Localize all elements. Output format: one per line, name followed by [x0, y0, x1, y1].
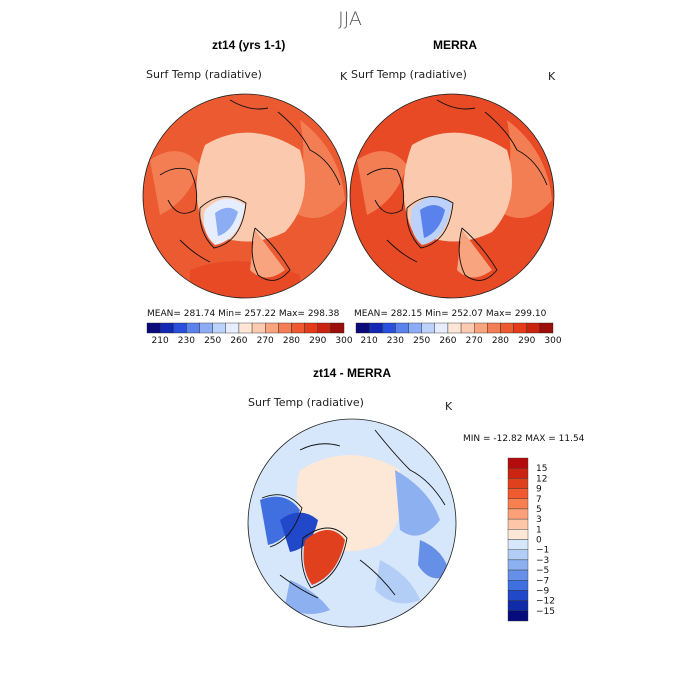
colorbar-tick-label: −15 — [536, 607, 555, 617]
colorbar-tick-label: 260 — [230, 336, 247, 346]
colorbar-swatch — [291, 322, 305, 334]
colorbar-tick-label: −5 — [536, 566, 549, 576]
colorbar-swatch — [421, 322, 435, 334]
colorbar-swatch — [526, 322, 541, 334]
colorbar-swatch — [278, 322, 292, 334]
colorbar-swatch — [317, 322, 332, 334]
colorbar-swatch — [186, 322, 200, 334]
colorbar-tick-label: 1 — [536, 525, 542, 535]
colorbar-tick-label: 250 — [413, 336, 430, 346]
colorbar-swatch — [251, 322, 266, 334]
colorbar-swatch — [507, 569, 529, 581]
colorbar-swatch — [507, 559, 529, 571]
colorbar-swatch — [507, 478, 529, 489]
colorbar-tick-label: 280 — [283, 336, 300, 346]
colorbar-tick-label: −9 — [536, 586, 550, 596]
panel-variable-difference: Surf Temp (radiative) — [248, 396, 364, 409]
colorbar-swatch — [330, 322, 345, 334]
colorbar-swatch — [507, 508, 529, 520]
colorbar-tick-label: −12 — [536, 597, 555, 607]
colorbar-swatch — [368, 322, 383, 334]
panel-units-model: K — [340, 70, 348, 83]
panel-title-model: zt14 (yrs 1-1) — [212, 38, 286, 52]
season-title: JJA — [338, 8, 362, 30]
colorbar-swatch — [460, 322, 475, 334]
stats-difference: MIN = -12.82 MAX = 11.54 — [463, 434, 585, 444]
colorbar-tick-label: −1 — [536, 546, 549, 556]
colorbar-tick-label: 300 — [335, 336, 352, 346]
polar-map-difference — [248, 419, 456, 627]
panel-title-merra: MERRA — [433, 38, 477, 52]
colorbar-model: 210 230 250 260 270 280 290 300 — [146, 322, 353, 346]
colorbar-swatch — [199, 322, 213, 334]
colorbar-tick-label: 270 — [466, 336, 483, 346]
colorbar-swatch — [507, 529, 529, 540]
colorbar-swatch — [173, 322, 187, 334]
colorbar-swatch — [507, 488, 529, 499]
colorbar-swatch — [507, 549, 529, 561]
colorbar-tick-label: 250 — [204, 336, 221, 346]
colorbar-swatch — [507, 590, 529, 601]
colorbar-tick-label: −3 — [536, 556, 549, 566]
colorbar-tick-label: 210 — [361, 336, 378, 346]
colorbar-tick-label: 3 — [536, 515, 542, 525]
panel-variable-model: Surf Temp (radiative) — [146, 68, 262, 81]
colorbar-tick-label: 280 — [492, 336, 509, 346]
colorbar-swatch — [408, 322, 422, 334]
colorbar-merra: 210 230 250 260 270 280 290 300 — [355, 322, 562, 346]
colorbar-swatch — [539, 322, 554, 334]
polar-map-model — [143, 94, 347, 298]
colorbar-swatch — [355, 322, 370, 334]
colorbar-swatch — [507, 457, 529, 469]
panel-title-difference: zt14 - MERRA — [313, 366, 392, 380]
colorbar-tick-label: 5 — [536, 505, 542, 515]
colorbar-tick-label: 230 — [387, 336, 404, 346]
colorbar-swatch — [507, 467, 529, 479]
colorbar-swatch — [487, 322, 501, 334]
colorbar-tick-label: 290 — [518, 336, 535, 346]
panel-variable-merra: Surf Temp (radiative) — [351, 68, 467, 81]
colorbar-swatch — [507, 518, 529, 530]
colorbar-swatch — [513, 322, 527, 334]
colorbar-swatch — [159, 322, 174, 334]
panel-units-merra: K — [548, 70, 556, 83]
colorbar-tick-label: 0 — [536, 536, 542, 546]
colorbar-swatch — [264, 322, 279, 334]
colorbar-swatch — [212, 322, 226, 334]
colorbar-swatch — [507, 580, 529, 591]
colorbar-swatch — [146, 322, 161, 334]
colorbar-tick-label: 9 — [536, 485, 542, 495]
colorbar-swatch — [507, 539, 529, 550]
colorbar-swatch — [507, 498, 529, 510]
colorbar-swatch — [382, 322, 396, 334]
colorbar-swatch — [447, 322, 462, 334]
colorbar-swatch — [238, 322, 253, 334]
colorbar-tick-label: 12 — [536, 474, 547, 484]
colorbar-tick-label: 7 — [536, 495, 542, 505]
panel-units-difference: K — [445, 400, 453, 413]
colorbar-swatch — [434, 322, 449, 334]
colorbar-swatch — [500, 322, 514, 334]
colorbar-swatch — [225, 322, 240, 334]
colorbar-swatch — [473, 322, 488, 334]
colorbar-tick-label: 270 — [257, 336, 274, 346]
colorbar-tick-label: 290 — [309, 336, 326, 346]
colorbar-tick-label: 300 — [544, 336, 561, 346]
colorbar-tick-label: 260 — [439, 336, 456, 346]
stats-model: MEAN= 281.74 Min= 257.22 Max= 298.38 — [147, 309, 340, 319]
colorbar-swatch — [395, 322, 409, 334]
colorbar-swatch — [304, 322, 318, 334]
colorbar-swatch — [507, 610, 529, 622]
polar-map-merra — [350, 94, 554, 298]
stats-merra: MEAN= 282.15 Min= 252.07 Max= 299.10 — [354, 309, 547, 319]
colorbar-tick-label: 15 — [536, 464, 547, 474]
colorbar-tick-label: −7 — [536, 576, 549, 586]
colorbar-tick-label: 230 — [178, 336, 195, 346]
colorbar-swatch — [507, 600, 529, 612]
colorbar-tick-label: 210 — [152, 336, 169, 346]
